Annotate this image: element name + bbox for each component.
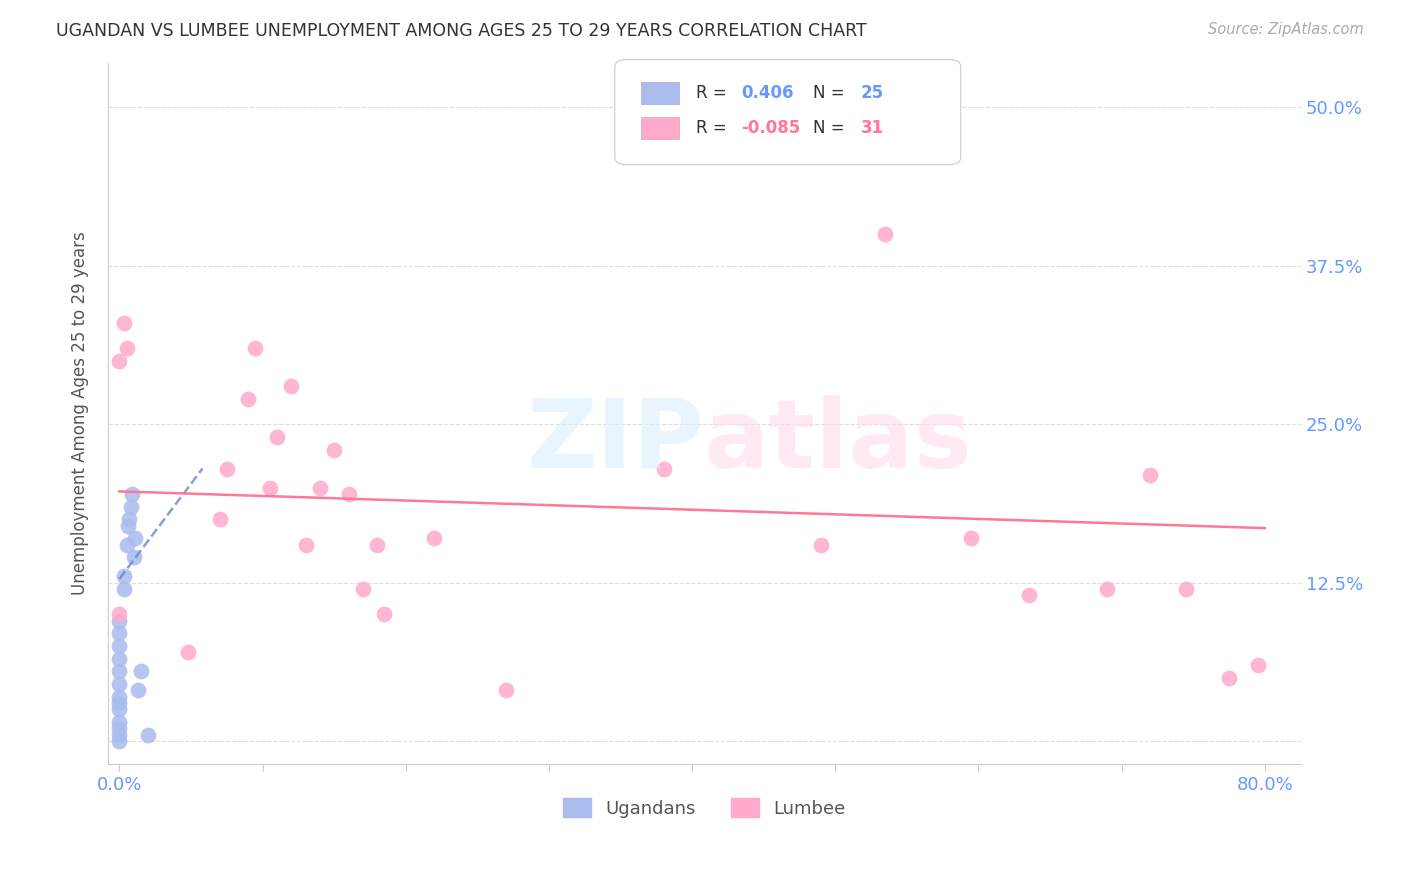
Point <box>115 341 138 355</box>
Point <box>121 487 143 501</box>
Point <box>810 538 832 552</box>
Text: Source: ZipAtlas.com: Source: ZipAtlas.com <box>1208 22 1364 37</box>
Point <box>108 607 131 622</box>
Text: 31: 31 <box>860 120 884 137</box>
Point <box>208 512 231 526</box>
Point <box>117 518 139 533</box>
Point <box>652 461 675 475</box>
Text: UGANDAN VS LUMBEE UNEMPLOYMENT AMONG AGES 25 TO 29 YEARS CORRELATION CHART: UGANDAN VS LUMBEE UNEMPLOYMENT AMONG AGE… <box>56 22 868 40</box>
Point <box>352 582 374 596</box>
Point <box>266 430 288 444</box>
Point <box>337 487 360 501</box>
Text: -0.085: -0.085 <box>741 120 800 137</box>
Point <box>108 677 131 691</box>
Point <box>108 734 131 748</box>
Text: 25: 25 <box>860 84 884 103</box>
Point <box>294 538 316 552</box>
Text: N =: N = <box>813 120 849 137</box>
Point <box>373 607 395 622</box>
Bar <box>641 117 679 139</box>
Text: ZIP: ZIP <box>526 395 704 488</box>
Point <box>129 665 152 679</box>
Point <box>1018 588 1040 602</box>
Point <box>124 531 146 545</box>
Point <box>108 696 131 710</box>
FancyBboxPatch shape <box>614 60 960 165</box>
Point <box>960 531 983 545</box>
Legend: Ugandans, Lumbee: Ugandans, Lumbee <box>557 791 852 825</box>
Point <box>280 379 302 393</box>
Text: 0.406: 0.406 <box>741 84 794 103</box>
Point <box>108 651 131 665</box>
Point <box>215 461 238 475</box>
Point <box>108 728 131 742</box>
Point <box>108 665 131 679</box>
Point <box>118 512 141 526</box>
Y-axis label: Unemployment Among Ages 25 to 29 years: Unemployment Among Ages 25 to 29 years <box>72 232 89 595</box>
Point <box>1247 657 1270 672</box>
Point <box>108 639 131 653</box>
Point <box>245 341 267 355</box>
Point <box>108 722 131 736</box>
Point <box>1218 671 1240 685</box>
Point <box>108 626 131 640</box>
Point <box>1139 467 1161 482</box>
Point <box>112 569 135 583</box>
Point <box>108 702 131 716</box>
Point <box>875 227 897 241</box>
Point <box>112 582 135 596</box>
Point <box>259 481 281 495</box>
Point <box>108 690 131 704</box>
Text: N =: N = <box>813 84 849 103</box>
Point <box>495 683 517 698</box>
Point <box>323 442 346 457</box>
Bar <box>641 82 679 104</box>
Text: R =: R = <box>696 120 733 137</box>
Point <box>1097 582 1119 596</box>
Point <box>127 683 149 698</box>
Point <box>108 614 131 628</box>
Text: R =: R = <box>696 84 733 103</box>
Point <box>1175 582 1198 596</box>
Point <box>309 481 332 495</box>
Point <box>366 538 388 552</box>
Point <box>122 550 145 565</box>
Text: atlas: atlas <box>704 395 973 488</box>
Point <box>108 354 131 368</box>
Point <box>136 728 159 742</box>
Point <box>423 531 446 545</box>
Point <box>120 500 142 514</box>
Point <box>115 538 138 552</box>
Point <box>112 316 135 330</box>
Point <box>108 714 131 729</box>
Point <box>177 645 200 659</box>
Point <box>238 392 260 406</box>
